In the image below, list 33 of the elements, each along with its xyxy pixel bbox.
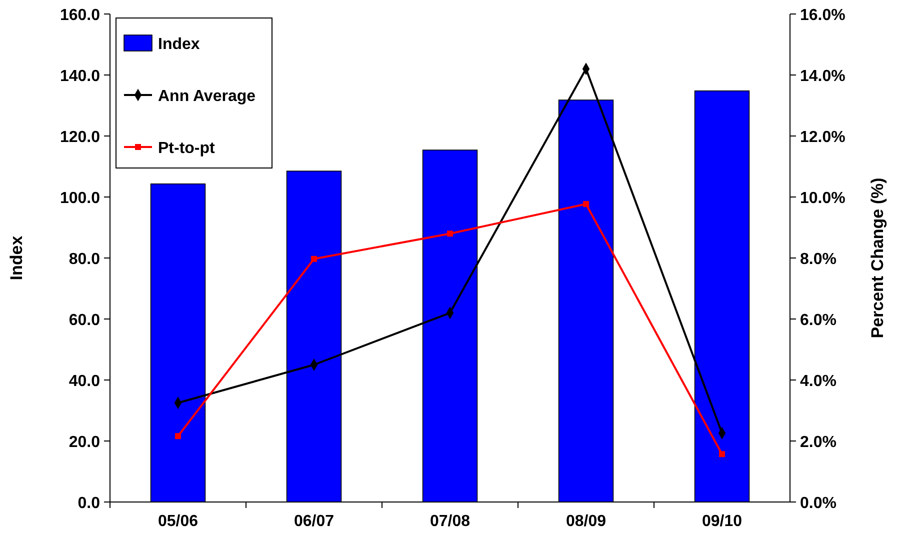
legend-label: Ann Average	[158, 88, 256, 105]
point	[175, 433, 181, 440]
y2-tick-label: 2.0%	[800, 434, 836, 451]
y2-tick-label: 8.0%	[800, 251, 836, 268]
y-tick-label: 0.0	[78, 495, 100, 512]
y2-tick-label: 6.0%	[800, 312, 836, 329]
legend-label: Index	[158, 36, 200, 53]
point	[583, 201, 589, 208]
y2-tick-label: 14.0%	[800, 68, 846, 85]
y-tick-label: 40.0	[68, 373, 100, 390]
y2-tick-label: 0.0%	[800, 495, 836, 512]
y2-tick-label: 4.0%	[800, 373, 836, 390]
x-tick-label: 06/07	[294, 513, 334, 530]
x-tick-label: 07/08	[430, 513, 470, 530]
y-tick-label: 160.0	[60, 7, 100, 24]
y-tick-label: 60.0	[68, 312, 100, 329]
y-tick-label: 140.0	[60, 68, 100, 85]
point	[719, 451, 725, 458]
y2-tick-label: 16.0%	[800, 7, 846, 24]
x-tick-label: 09/10	[702, 513, 742, 530]
y2-tick-label: 10.0%	[800, 190, 846, 207]
y-tick-label: 100.0	[60, 190, 100, 207]
x-tick-label: 05/06	[158, 513, 198, 530]
y2-axis-title: Percent Change (%)	[868, 178, 887, 338]
point	[311, 256, 317, 262]
x-tick-label: 08/09	[566, 513, 606, 530]
y-axis-title: Index	[7, 235, 26, 280]
legend-label: Pt-to-pt	[158, 140, 216, 157]
y-tick-label: 120.0	[60, 129, 100, 146]
y-tick-label: 20.0	[68, 434, 100, 451]
point	[447, 230, 453, 237]
y2-tick-label: 12.0%	[800, 129, 846, 146]
y-tick-label: 80.0	[68, 251, 100, 268]
